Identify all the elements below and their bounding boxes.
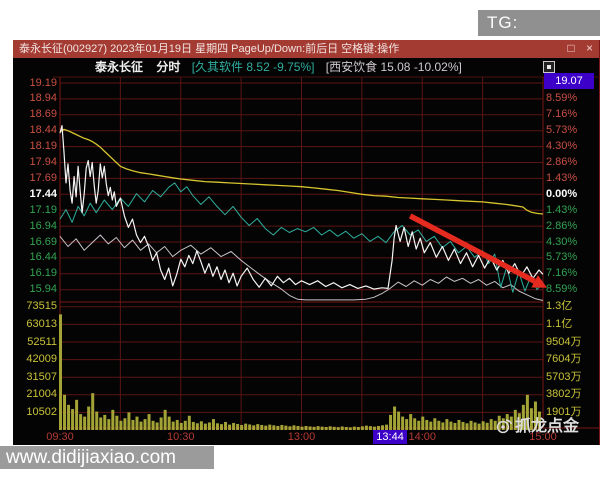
price-axis-label: 18.44	[29, 124, 57, 137]
maximize-button[interactable]: □	[567, 41, 575, 55]
volume-axis-label-right: 1.3亿	[546, 300, 573, 313]
price-axis-label: 17.44	[29, 187, 57, 200]
volume-axis-label-right: 1901万	[546, 405, 582, 418]
percent-axis-label: 7.16%	[546, 267, 578, 280]
down-arrow-annotation	[531, 275, 548, 288]
percent-axis-label: 4.30%	[546, 235, 578, 248]
price-axis-label: 16.19	[29, 267, 57, 280]
percent-axis-label: 8.59%	[546, 283, 578, 296]
volume-axis-label-left: 10502	[26, 405, 57, 418]
price-axis-label: 16.69	[29, 235, 57, 248]
volume-axis-label-left: 42009	[26, 353, 57, 366]
chart-header: 泰永长征 分时 [久其软件 8.52 -9.75%] [西安饮食 15.08 -…	[13, 58, 599, 77]
axis-labels-layer: 19.19 18.94 18.69 18.44 18.19 17.94 17.69 17.44…	[13, 40, 600, 445]
percent-axis-label: 7.16%	[546, 108, 578, 121]
percent-axis-label: 5.73%	[546, 124, 578, 137]
weibo-eye-icon	[496, 419, 512, 434]
price-axis-label: 19.19	[29, 76, 57, 89]
volume-axis-label-left: 63013	[26, 317, 57, 330]
price-axis-label: 18.19	[29, 140, 57, 153]
chart-watermark: 抓龙点金	[495, 416, 599, 438]
tg-contact-badge: TG: MYYJJPP	[478, 10, 600, 58]
price-axis-label: 16.44	[29, 251, 57, 264]
volume-axis-label-left: 73515	[26, 300, 57, 313]
panel-info-icon[interactable]	[543, 61, 555, 73]
volume-axis-label-right: 9504万	[546, 335, 582, 348]
volume-axis-label-right: 5703万	[546, 370, 582, 383]
series-均价线	[59, 128, 544, 215]
crosshair-price-readout: 19.07	[544, 73, 594, 89]
window-title: 泰永长征(002927) 2023年01月19日 星期四 PageUp/Down…	[19, 43, 400, 55]
time-axis-label: 09:30	[46, 431, 74, 443]
price-axis-label: 17.19	[29, 203, 57, 216]
time-axis-label: 13:00	[287, 431, 316, 443]
stock-app-window: 泰永长征(002927) 2023年01月19日 星期四 PageUp/Down…	[13, 40, 600, 445]
time-axis-label-highlighted: 13:44	[373, 430, 408, 444]
price-axis-label: 17.69	[29, 171, 57, 184]
percent-axis-label: 8.59%	[546, 92, 578, 105]
percent-axis-label: 2.86%	[546, 156, 578, 168]
percent-axis-label: 2.86%	[546, 219, 578, 232]
volume-axis-label-right: 3802万	[546, 388, 582, 401]
time-axis-label: 10:30	[166, 431, 195, 443]
intraday-chart-canvas[interactable]	[13, 40, 600, 445]
series-西安饮食	[59, 234, 544, 301]
volume-axis-label-right: 1.1亿	[546, 317, 573, 330]
time-axis-label: 14:00	[408, 431, 437, 443]
price-axis-label: 16.94	[29, 219, 57, 232]
percent-axis-label: 1.43%	[546, 171, 578, 184]
volume-axis-label-right: 7604万	[546, 353, 582, 366]
compare-stock-2[interactable]: [西安饮食 15.08 -10.02%]	[325, 60, 462, 74]
percent-axis-label: 0.00%	[546, 187, 578, 200]
percent-axis-label: 5.73%	[546, 251, 578, 264]
volume-axis-label-left: 31507	[26, 370, 57, 383]
series-久其软件	[59, 182, 544, 293]
price-axis-label: 18.94	[29, 92, 57, 105]
compare-stock-1[interactable]: [久其软件 8.52 -9.75%]	[191, 60, 315, 74]
volume-axis-label-left: 21004	[26, 388, 57, 401]
percent-axis-label: 1.43%	[546, 203, 578, 216]
volume-axis-label-left: 52511	[27, 335, 57, 348]
window-titlebar[interactable]: 泰永长征(002927) 2023年01月19日 星期四 PageUp/Down…	[13, 40, 599, 58]
price-axis-label: 15.94	[29, 283, 57, 296]
percent-axis-label: 4.30%	[546, 140, 578, 153]
price-axis-label: 18.69	[29, 108, 57, 121]
series-泰永长征价格	[59, 125, 544, 290]
price-axis-label: 17.94	[29, 156, 57, 168]
view-mode-label[interactable]: 分时	[156, 60, 181, 74]
time-axis-label: 15:00	[529, 431, 557, 443]
close-button[interactable]: ×	[585, 41, 593, 55]
stock-name: 泰永长征	[95, 60, 144, 74]
site-watermark-bar: www.didijiaxiao.com	[0, 446, 214, 469]
